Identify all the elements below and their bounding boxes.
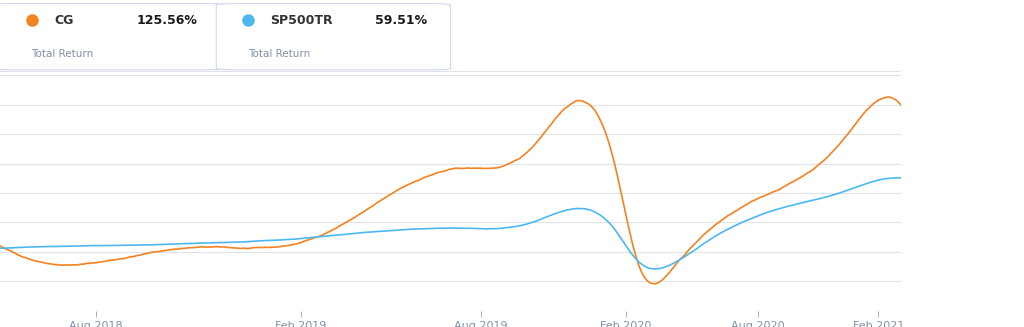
FancyBboxPatch shape <box>216 4 451 70</box>
Text: CG: CG <box>54 14 74 26</box>
Text: 125.56%: 125.56% <box>136 14 198 26</box>
Text: Total Return: Total Return <box>248 49 310 59</box>
Text: 59.51%: 59.51% <box>375 14 427 26</box>
FancyBboxPatch shape <box>0 4 225 70</box>
Text: Total Return: Total Return <box>32 49 94 59</box>
Text: SP500TR: SP500TR <box>270 14 333 26</box>
